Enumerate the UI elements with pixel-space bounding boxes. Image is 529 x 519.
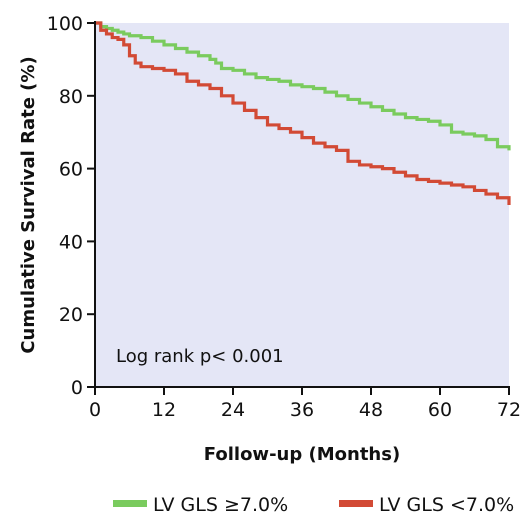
plot-background (95, 23, 509, 387)
series-line-2 (95, 21, 511, 205)
x-tick-label: 72 (497, 399, 521, 421)
series-layer (95, 21, 511, 205)
x-tick-label: 36 (290, 399, 314, 421)
x-tick-label: 0 (89, 399, 101, 421)
x-tick-label: 12 (152, 399, 176, 421)
y-tick-label: 60 (59, 159, 83, 181)
y-tick-label: 80 (59, 86, 83, 108)
x-tick-label: 48 (359, 399, 383, 421)
x-tick-label: 60 (428, 399, 452, 421)
y-tick-label: 0 (71, 377, 83, 399)
legend: LV GLS ≥7.0% LV GLS <7.0% (113, 494, 514, 516)
x-axis-title: Follow-up (Months) (204, 444, 400, 465)
series-line-1 (95, 21, 511, 151)
legend-swatch-2 (339, 500, 373, 507)
axes-layer: 0 20 40 60 80 100 0 12 24 36 48 60 72 (47, 13, 521, 421)
log-rank-annotation: Log rank p< 0.001 (116, 346, 284, 367)
y-axis-title: Cumulative Survival Rate (%) (18, 56, 39, 353)
legend-label-1: LV GLS ≥7.0% (153, 494, 288, 516)
y-tick-label: 100 (47, 13, 83, 35)
y-tick-label: 20 (59, 304, 83, 326)
legend-swatch-1 (113, 500, 147, 507)
legend-label-2: LV GLS <7.0% (379, 494, 514, 516)
x-tick-label: 24 (221, 399, 245, 421)
y-tick-label: 40 (59, 231, 83, 253)
